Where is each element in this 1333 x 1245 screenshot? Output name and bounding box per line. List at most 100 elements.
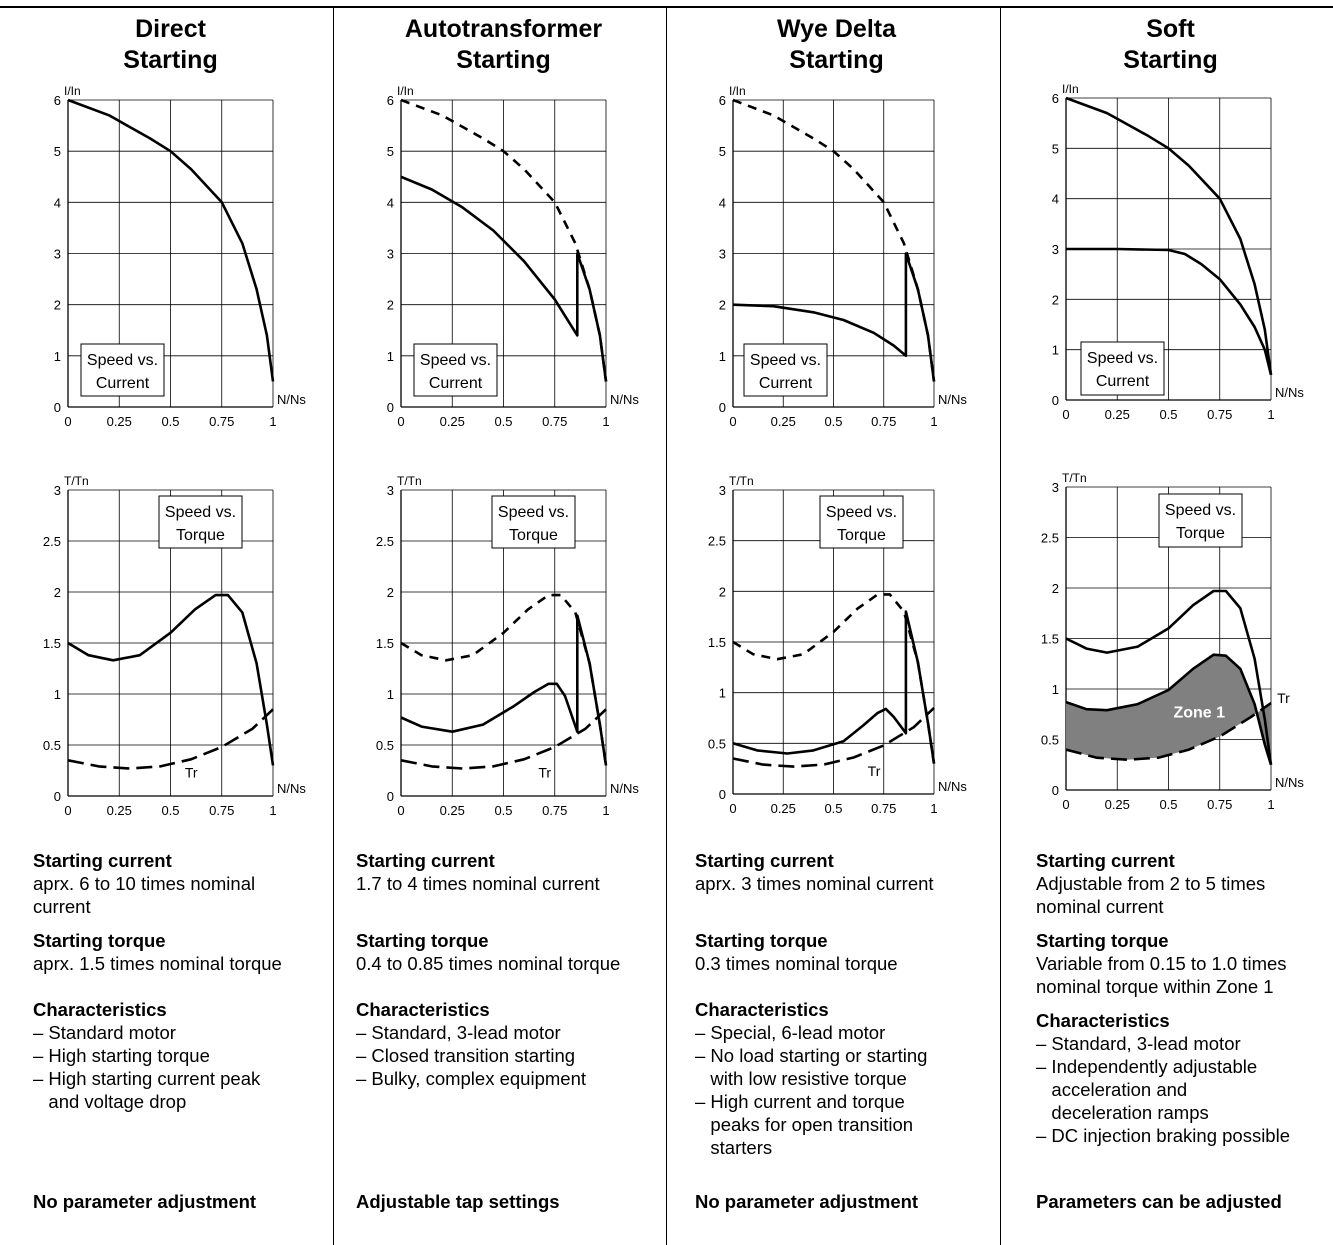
- y-tick-label: 3: [54, 483, 61, 498]
- info-line: – High starting current peak: [33, 1068, 261, 1089]
- x-tick-label: 0: [397, 414, 404, 429]
- series-line-longdash: [400, 708, 607, 770]
- series-line-dashed: [400, 593, 608, 766]
- column-divider: [1000, 8, 1001, 1245]
- chart-label-line: Current: [96, 375, 150, 392]
- x-tick-label: 0.75: [871, 414, 896, 429]
- chart-label-line: Speed vs.: [750, 352, 821, 369]
- info-line: nominal current: [1036, 896, 1164, 917]
- info-line: – High starting torque: [33, 1045, 210, 1066]
- y-axis-label: I/In: [64, 84, 81, 98]
- info-line: Adjustable from 2 to 5 times: [1036, 873, 1266, 894]
- y-tick-label: 3: [54, 247, 61, 262]
- y-tick-label: 4: [54, 195, 61, 210]
- starting-torque-heading: Starting torque: [1036, 930, 1169, 951]
- series-line-solid: [732, 252, 936, 382]
- x-tick-label: 0.75: [542, 414, 567, 429]
- chart-label-box: [1158, 493, 1243, 548]
- y-tick-label: 1: [719, 686, 726, 701]
- tr-label: Tr: [868, 763, 881, 779]
- info-line: – No load starting or starting: [695, 1045, 928, 1066]
- chart-label-box: [158, 495, 243, 549]
- chart-label-box: [413, 343, 498, 397]
- x-tick-label: 0.25: [771, 801, 796, 816]
- x-tick-label: 1: [269, 803, 276, 818]
- x-axis-label: N/Ns: [610, 781, 639, 796]
- x-tick-label: 0: [729, 414, 736, 429]
- x-tick-label: 0: [397, 803, 404, 818]
- x-tick-label: 0.5: [824, 801, 842, 816]
- x-tick-label: 0.75: [209, 803, 234, 818]
- y-tick-label: 0.5: [1041, 733, 1059, 748]
- chart-label-line: Speed vs.: [1087, 350, 1158, 367]
- y-tick-label: 3: [387, 483, 394, 498]
- series-line-solid: [1065, 96, 1273, 375]
- chart-group: [67, 489, 275, 797]
- y-axis-label: I/In: [1062, 82, 1079, 96]
- series-line-solid: [67, 593, 275, 766]
- series-line-solid: [1065, 653, 1273, 766]
- info-line: Variable from 0.15 to 1.0 times: [1036, 953, 1287, 974]
- y-tick-label: 6: [387, 93, 394, 108]
- column-title-soft: Soft Starting: [1004, 14, 1333, 76]
- info-line: aprx. 3 times nominal current: [695, 873, 934, 894]
- x-axis-label: N/Ns: [1275, 775, 1304, 790]
- info-line: 0.3 times nominal torque: [695, 953, 898, 974]
- x-axis-label: N/Ns: [938, 392, 967, 407]
- x-tick-label: 1: [602, 803, 609, 818]
- x-tick-label: 0.75: [1207, 407, 1232, 422]
- y-tick-label: 1.5: [708, 635, 726, 650]
- y-tick-label: 0: [719, 787, 726, 802]
- chart-group: [67, 98, 275, 408]
- series-line-solid: [732, 610, 936, 764]
- x-axis-label: N/Ns: [277, 781, 306, 796]
- y-tick-label: 5: [719, 144, 726, 159]
- y-tick-label: 2: [1052, 292, 1059, 307]
- column-divider: [333, 8, 334, 1245]
- chart-label-box: [819, 495, 904, 549]
- y-tick-label: 1: [54, 349, 61, 364]
- characteristics-heading: Characteristics: [33, 999, 167, 1020]
- footer-wye-delta: No parameter adjustment: [695, 1191, 919, 1212]
- info-line: – Independently adjustable: [1036, 1056, 1258, 1077]
- series-line-solid: [400, 614, 608, 766]
- x-axis-label: N/Ns: [938, 779, 967, 794]
- info-line: nominal torque within Zone 1: [1036, 976, 1274, 997]
- y-tick-label: 5: [54, 144, 61, 159]
- info-line: 0.4 to 0.85 times nominal torque: [356, 953, 621, 974]
- chart-label-line: Speed vs.: [1165, 502, 1236, 519]
- x-tick-label: 0.5: [494, 414, 512, 429]
- x-tick-label: 1: [930, 414, 937, 429]
- info-panel-direct: Starting current aprx. 6 to 10 times nom…: [33, 849, 338, 1124]
- chart-label-box: [80, 343, 165, 397]
- series-line-dashed: [732, 98, 936, 382]
- y-tick-label: 0: [54, 789, 61, 804]
- characteristics-heading: Characteristics: [695, 999, 829, 1020]
- footer-direct: No parameter adjustment: [33, 1191, 257, 1212]
- x-tick-label: 0.25: [107, 414, 132, 429]
- x-tick-label: 0.25: [440, 803, 465, 818]
- info-line: current: [33, 896, 91, 917]
- column-divider: [666, 8, 667, 1245]
- chart-label-line: Speed vs.: [165, 504, 236, 521]
- series-line-longdash: [1065, 702, 1272, 761]
- x-axis-label: N/Ns: [277, 392, 306, 407]
- x-tick-label: 0.75: [209, 414, 234, 429]
- tr-label: Tr: [1277, 690, 1290, 706]
- tr-label: Tr: [538, 765, 551, 781]
- info-line: – Standard motor: [33, 1022, 176, 1043]
- series-line-solid: [1066, 247, 1273, 376]
- column-title-direct: Direct Starting: [4, 14, 337, 76]
- y-tick-label: 6: [54, 93, 61, 108]
- y-tick-label: 4: [387, 195, 394, 210]
- info-panel-autotransformer: Starting current 1.7 to 4 times nominal …: [356, 849, 661, 1101]
- title-line: Soft: [1146, 15, 1195, 43]
- y-tick-label: 1: [1052, 682, 1059, 697]
- info-line: aprx. 1.5 times nominal torque: [33, 953, 282, 974]
- y-tick-label: 2: [719, 298, 726, 313]
- y-axis-label: I/In: [397, 84, 414, 98]
- starting-current-heading: Starting current: [695, 850, 834, 871]
- y-tick-label: 3: [1052, 480, 1059, 495]
- y-tick-label: 2: [54, 585, 61, 600]
- zone-1-area: [1066, 654, 1271, 765]
